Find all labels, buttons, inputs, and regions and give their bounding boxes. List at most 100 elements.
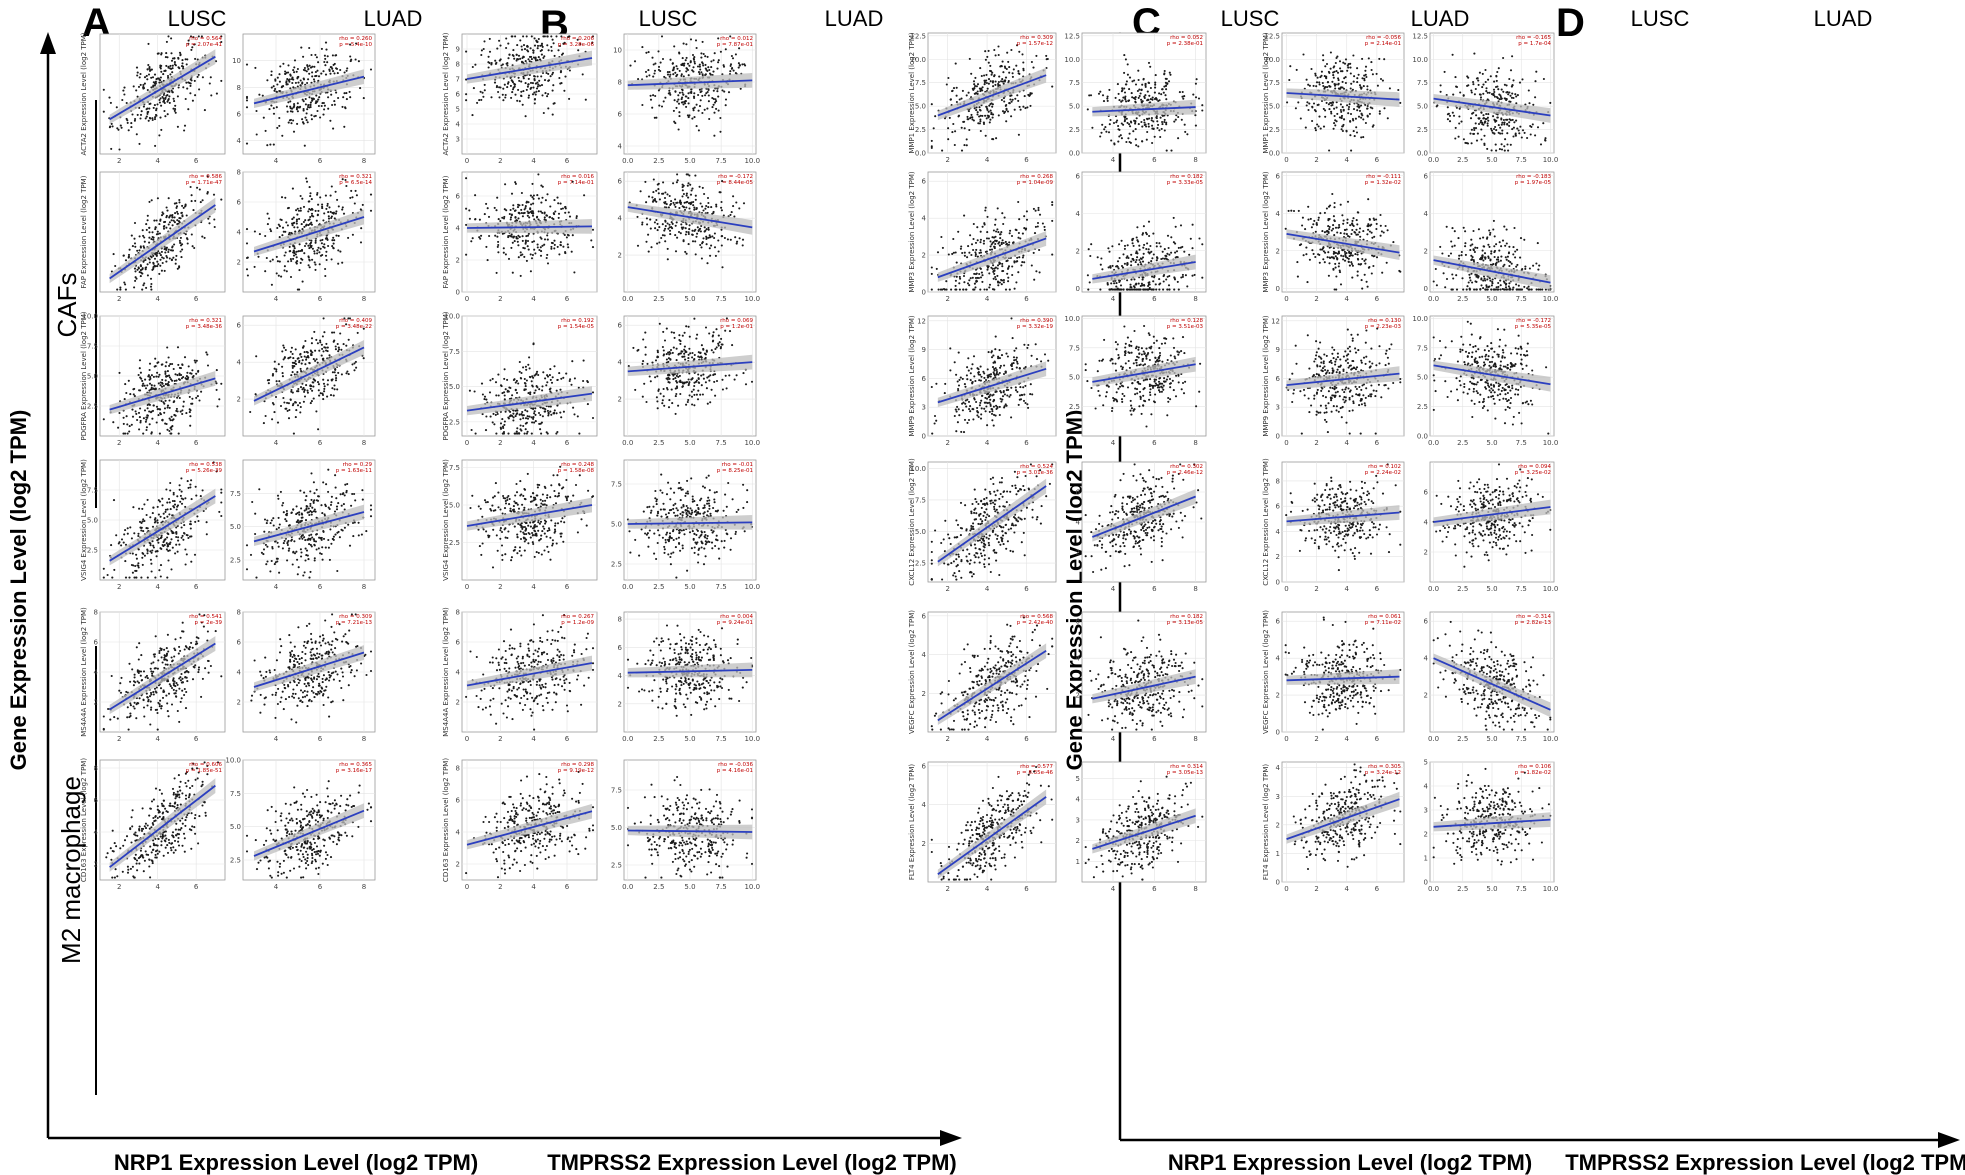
- scatter-point: [301, 259, 303, 261]
- scatter-point: [263, 548, 265, 550]
- scatter-point: [319, 816, 321, 818]
- scatter-point: [302, 793, 304, 795]
- scatter-point: [307, 68, 309, 70]
- scatter-point: [333, 835, 335, 837]
- scatter-point: [360, 662, 362, 664]
- scatter-point: [143, 417, 145, 419]
- scatter-point: [337, 350, 339, 352]
- scatter-point: [300, 406, 302, 408]
- scatter-point: [168, 430, 170, 432]
- scatter-point: [204, 109, 206, 111]
- scatter-point: [177, 837, 179, 839]
- scatter-point: [192, 209, 194, 211]
- scatter-point: [337, 343, 339, 345]
- scatter-point: [181, 491, 183, 493]
- scatter-point: [181, 690, 183, 692]
- scatter-point: [171, 842, 173, 844]
- scatter-point: [172, 500, 174, 502]
- scatter-point: [276, 227, 278, 229]
- scatter-point: [114, 877, 116, 879]
- scatter-point: [149, 363, 151, 365]
- scatter-point: [518, 55, 520, 57]
- scatter-point: [216, 389, 218, 391]
- scatter-point: [674, 91, 676, 93]
- scatter-point: [160, 76, 162, 78]
- scatter-point: [193, 666, 195, 668]
- scatter-point: [281, 234, 283, 236]
- scatter-point: [286, 835, 288, 837]
- panel-a-lusc-row3-ytick-label: 7.5: [87, 343, 98, 351]
- panel-a-lusc-row4-ylabel: VSIG4 Expression Level (log2 TPM): [80, 459, 88, 581]
- scatter-point: [304, 858, 306, 860]
- scatter-point: [176, 219, 178, 221]
- scatter-point: [310, 796, 312, 798]
- scatter-point: [344, 527, 346, 529]
- panel-b-luad-row1-ytick-label: 6: [618, 111, 623, 119]
- scatter-point: [168, 95, 170, 97]
- scatter-point: [254, 533, 256, 535]
- scatter-point: [507, 57, 509, 59]
- scatter-point: [530, 56, 532, 58]
- scatter-point: [156, 219, 158, 221]
- scatter-point: [146, 78, 148, 80]
- scatter-point: [198, 669, 200, 671]
- scatter-point: [170, 538, 172, 540]
- scatter-point: [333, 679, 335, 681]
- scatter-point: [166, 206, 168, 208]
- scatter-point: [299, 490, 301, 492]
- scatter-point: [152, 691, 154, 693]
- scatter-point: [307, 210, 309, 212]
- scatter-point: [293, 433, 295, 435]
- scatter-point: [316, 648, 318, 650]
- scatter-point: [526, 35, 528, 37]
- scatter-point: [335, 191, 337, 193]
- scatter-point: [308, 264, 310, 266]
- scatter-point: [277, 260, 279, 262]
- scatter-point: [316, 249, 318, 251]
- scatter-point: [191, 233, 193, 235]
- scatter-point: [128, 380, 130, 382]
- scatter-point: [314, 842, 316, 844]
- scatter-point: [164, 115, 166, 117]
- scatter-point: [149, 516, 151, 518]
- panel-a-luad-row3-ytick-label: 4: [237, 359, 242, 367]
- scatter-point: [323, 818, 325, 820]
- scatter-point: [338, 347, 340, 349]
- panel-a-luad-row5-xtick-label: 4: [274, 735, 279, 743]
- scatter-point: [188, 365, 190, 367]
- scatter-point: [145, 387, 147, 389]
- scatter-point: [305, 98, 307, 100]
- scatter-point: [220, 199, 222, 201]
- scatter-point: [289, 660, 291, 662]
- scatter-point: [195, 779, 197, 781]
- scatter-point: [275, 839, 277, 841]
- scatter-point: [330, 504, 332, 506]
- scatter-point: [169, 803, 171, 805]
- panel-a-luad-row1-stat-p: p = 5.4e-10: [339, 42, 372, 48]
- scatter-point: [704, 109, 706, 111]
- scatter-point: [311, 100, 313, 102]
- scatter-point: [354, 675, 356, 677]
- scatter-point: [191, 785, 193, 787]
- scatter-point: [299, 538, 301, 540]
- scatter-point: [300, 356, 302, 358]
- scatter-point: [154, 74, 156, 76]
- scatter-point: [178, 544, 180, 546]
- scatter-point: [160, 564, 162, 566]
- scatter-point: [180, 411, 182, 413]
- scatter-point: [314, 261, 316, 263]
- scatter-point: [279, 218, 281, 220]
- scatter-point: [338, 834, 340, 836]
- scatter-point: [166, 516, 168, 518]
- scatter-point: [169, 102, 171, 104]
- scatter-point: [331, 258, 333, 260]
- scatter-point: [710, 66, 712, 68]
- scatter-point: [181, 697, 183, 699]
- scatter-point: [285, 408, 287, 410]
- scatter-point: [293, 226, 295, 228]
- scatter-point: [120, 125, 122, 127]
- scatter-point: [141, 380, 143, 382]
- scatter-point: [333, 631, 335, 633]
- scatter-point: [183, 694, 185, 696]
- scatter-point: [552, 90, 554, 92]
